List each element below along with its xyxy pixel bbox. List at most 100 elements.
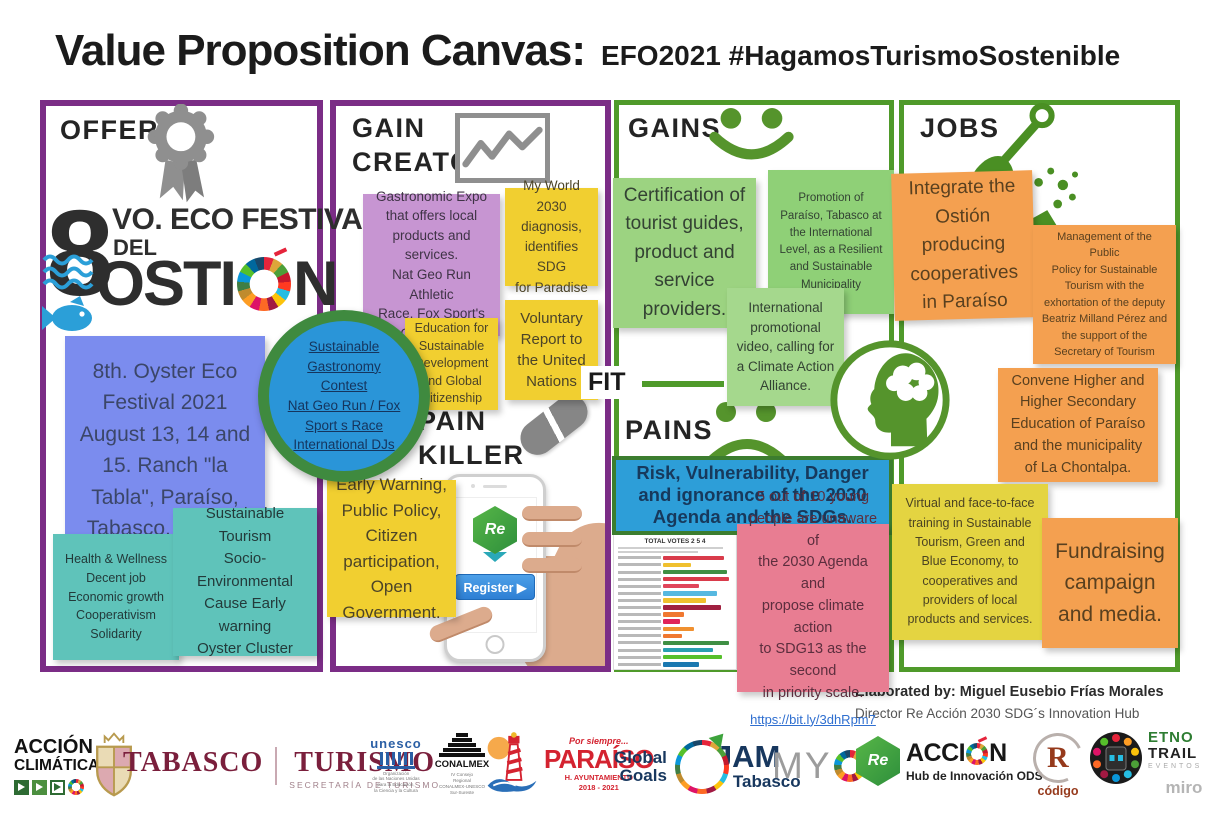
- sdg-wheel-icon: [965, 735, 989, 765]
- logo-accion-climatica: ACCIÓN CLIMÁTICA: [14, 736, 114, 796]
- paraiso-years: 2018 - 2021: [578, 783, 619, 792]
- heading-pain-killer: PAIN KILLER: [418, 406, 525, 470]
- paraiso-text: PARAÍSO: [544, 744, 655, 774]
- global-goals-text: Global Goals: [614, 748, 667, 785]
- logo-myworld: MY: [772, 745, 866, 787]
- finger: [522, 532, 582, 547]
- logo-etnotrail: ETNO TRAIL EVENTOS miro: [1088, 730, 1202, 798]
- circle-link[interactable]: International DJs: [293, 437, 395, 453]
- festival-logo-line2: DEL: [113, 235, 157, 260]
- logo-unesco: unesco Organización de las Naciones Unid…: [366, 736, 426, 794]
- unesco-columns-icon: [366, 752, 426, 765]
- eventos-text: EVENTOS: [1148, 762, 1203, 770]
- phone-camera: [471, 484, 475, 488]
- unesco-text: unesco: [370, 736, 422, 751]
- sticky-note-public-policy[interactable]: Management of the Public Policy for Sust…: [1033, 225, 1176, 364]
- festival-logo-ostion: OSTI N: [96, 247, 338, 320]
- line-chart-icon: [455, 113, 550, 183]
- climatica-text: CLIMÁTICA: [14, 757, 100, 774]
- circle-link[interactable]: Sport s Race: [304, 417, 384, 433]
- logo-paraiso: Por siempre... PARAÍSO H. AYUNTAMIENTO 2…: [482, 730, 655, 798]
- logo-conalmex: CONALMEX IV Consejo Regional CONALMEX-UN…: [430, 733, 494, 795]
- logo-tabasco-crest: [96, 732, 132, 797]
- ostion-text-right: N: [293, 249, 338, 319]
- links-circle[interactable]: Sustainable Gastronomy Contest Nat Geo R…: [258, 310, 430, 482]
- jam-tabasco-text: Tabasco: [732, 771, 801, 791]
- finger: [522, 558, 582, 573]
- accion-left: ACCI: [906, 739, 966, 767]
- accion-text: ACCIÓN: [14, 736, 93, 758]
- fit-label: FIT: [581, 366, 633, 399]
- sticky-note-myworld[interactable]: My World 2030 diagnosis, identifies SDG …: [505, 178, 598, 295]
- sticky-note-training[interactable]: Virtual and face-to-face training in Sus…: [892, 484, 1048, 640]
- heading-offer: OFFER: [60, 115, 159, 145]
- codigo-ring-icon: R: [1025, 725, 1091, 791]
- title-main: Value Proposition Canvas:: [55, 26, 586, 75]
- sticky-note-promotional-video[interactable]: International promotional video, calling…: [727, 288, 844, 406]
- secretaria-text: SECRETARÍA DE TURISMO: [289, 780, 441, 790]
- mini-chart: TOTAL VOTES 2 5 4: [613, 524, 737, 670]
- paraiso-ayuntamiento: H. AYUNTAMIENTO: [564, 773, 633, 782]
- mini-chart-title: TOTAL VOTES 2 5 4: [644, 538, 706, 545]
- etno-text: ETNO: [1148, 729, 1194, 746]
- mini-chart-subtitle-stub: [618, 551, 698, 553]
- circle-link[interactable]: Sustainable: [308, 339, 380, 355]
- sdg-wheel-icon: [235, 247, 293, 311]
- bitly-link[interactable]: https://bit.ly/3dhRpm7: [750, 711, 876, 727]
- sdg-wheel-icon: [68, 779, 84, 796]
- smiley-face-icon: [709, 108, 794, 160]
- sdg-ring-icon: [674, 728, 730, 794]
- accion-wordmark: ACCI N: [906, 735, 1043, 768]
- sticky-note-early-warning[interactable]: Early Warning, Public Policy, Citizen pa…: [327, 475, 456, 622]
- re-hexagon-logo: Re: [473, 506, 517, 554]
- logo-codigo: R código: [1025, 725, 1091, 798]
- risk-banner[interactable]: Risk, Vulnerability, Danger and ignoranc…: [612, 456, 893, 535]
- my-text: MY: [772, 745, 832, 786]
- heading-pains: PAINS: [625, 414, 720, 448]
- sticky-note-survey-finding[interactable]: 5 out of 10 young people are unaware of …: [737, 489, 889, 727]
- trail-text: TRAIL: [1148, 744, 1198, 762]
- circle-link[interactable]: Contest: [320, 378, 368, 394]
- heading-gains: GAINS: [628, 113, 722, 143]
- festival-logo-number: 8: [46, 185, 114, 321]
- sticky-note-integrate-cooperatives[interactable]: Integrate the Ostión producing cooperati…: [891, 170, 1036, 321]
- chevron-down-icon: [483, 552, 507, 562]
- conalmex-caption: IV Consejo Regional CONALMEX-UNESCO Sur-…: [438, 772, 485, 795]
- hub-caption: Hub de Innovación ODS: [906, 769, 1043, 783]
- accion-arrows-icon: [14, 779, 114, 796]
- phone-home-button: [485, 635, 505, 654]
- festival-logo-line1: VO. ECO FESTIVAL: [112, 203, 381, 236]
- miro-text: miro: [1165, 777, 1203, 797]
- divider: [275, 747, 278, 785]
- codigo-letter: R: [1047, 740, 1069, 774]
- circle-link[interactable]: Gastronomy: [307, 358, 381, 374]
- circle-link[interactable]: Nat Geo Run / Fox: [287, 398, 401, 413]
- logo-re-accion: Re ACCI N Hub de Innovación ODS: [856, 735, 1043, 786]
- credits: Elaborated by: Miguel Eusebio Frías Mora…: [855, 682, 1164, 724]
- credits-author: Elaborated by: Miguel Eusebio Frías Mora…: [855, 684, 1164, 700]
- sticky-note-gastronomic-expo[interactable]: Gastronomic Expo that offers local produ…: [363, 189, 500, 341]
- sticky-note-convene-education[interactable]: Convene Higher and Higher Secondary Educ…: [998, 368, 1158, 482]
- logo-global-goals-jam: Global Goals JAM Tabasco: [614, 728, 801, 794]
- award-ribbon-icon: [147, 104, 215, 203]
- register-button[interactable]: Register ▶: [455, 574, 535, 600]
- sticky-note-sustainable-tourism[interactable]: Sustainable Tourism Socio-Environmental …: [173, 505, 317, 657]
- accion-right: N: [989, 739, 1007, 767]
- fit-dash: [642, 381, 724, 387]
- codigo-text: código: [1037, 784, 1079, 798]
- phone-speaker: [483, 485, 507, 488]
- tabasco-text: TABASCO: [123, 747, 264, 778]
- conalmex-pyramid-icon: [430, 733, 494, 757]
- ostion-text-left: OSTI: [96, 249, 237, 319]
- heading-jobs: JOBS: [920, 113, 1000, 143]
- phone-in-hand-image: Re Register ▶: [336, 466, 605, 666]
- sticky-note-values[interactable]: Health & Wellness Decent job Economic gr…: [53, 534, 179, 660]
- etnotrail-mask-icon: [1090, 732, 1142, 784]
- unesco-caption: Organización de las Naciones Unidas para…: [372, 770, 420, 794]
- sad-face-icon: [707, 402, 787, 465]
- title-hashtag: EFO2021 #HagamosTurismoSostenible: [601, 40, 1121, 71]
- paraiso-tagline: Por siempre...: [569, 736, 629, 746]
- mini-chart-subtitle-stub: [618, 547, 723, 549]
- sticky-note-fundraising[interactable]: Fundraising campaign and media.: [1042, 518, 1178, 648]
